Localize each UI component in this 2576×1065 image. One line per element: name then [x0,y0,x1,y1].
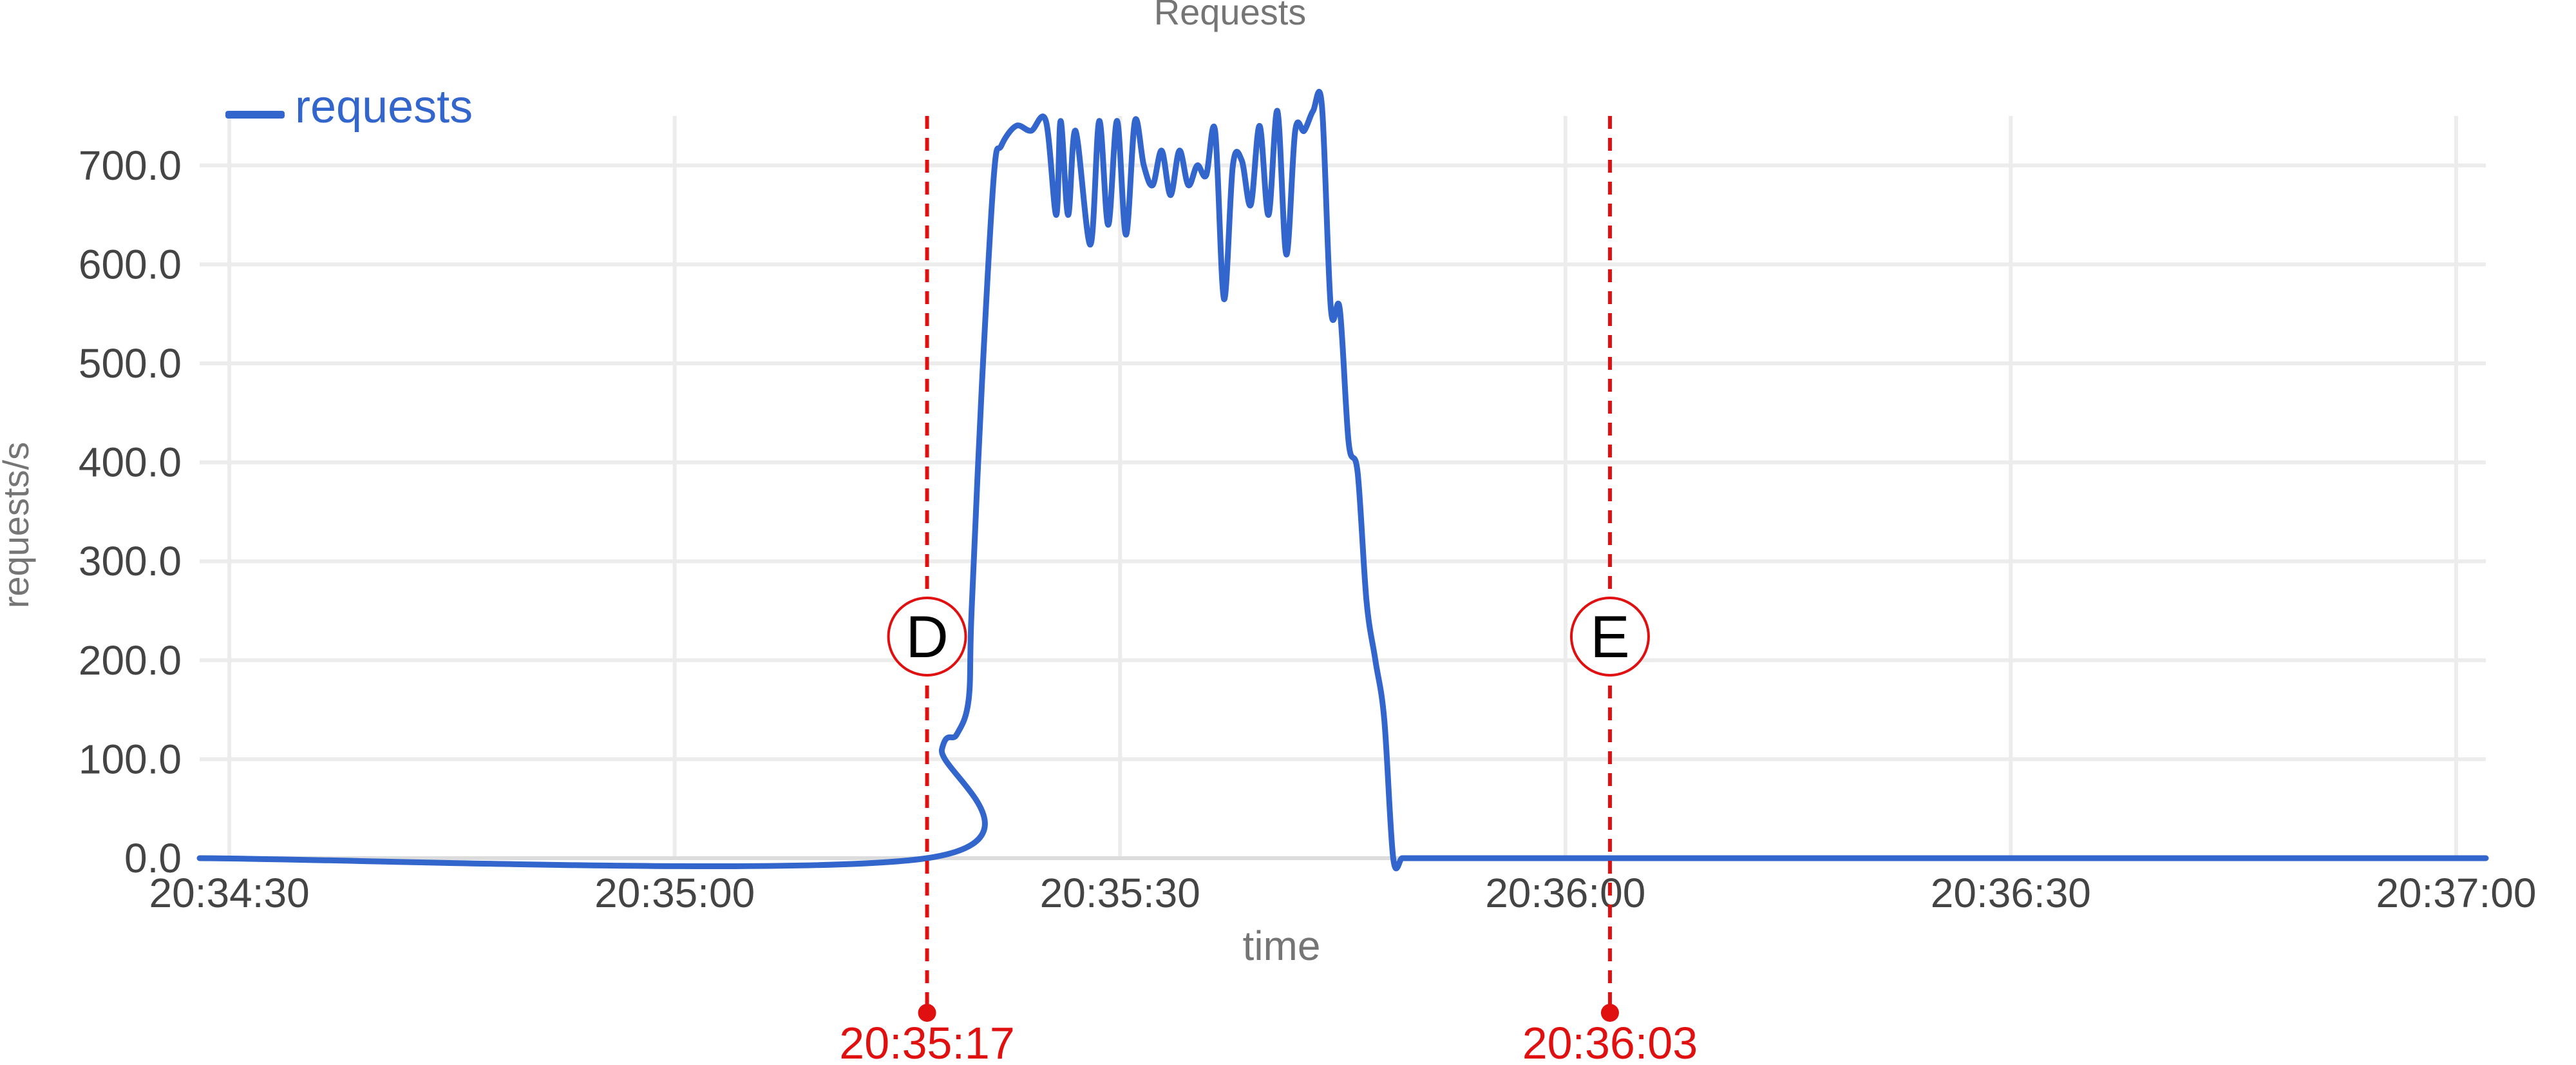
y-tick-label: 300.0 [79,538,182,584]
annotation-label: D [905,604,948,670]
y-tick-label: 500.0 [79,340,182,387]
legend[interactable]: requests [225,81,473,133]
legend-label-requests: requests [295,81,473,133]
y-tick-label: 700.0 [79,142,182,189]
annotation-time: 20:36:03 [1522,1018,1698,1062]
series-layer [196,89,2489,872]
x-tick-label: 20:35:30 [1040,870,1200,916]
y-tick-label: 600.0 [79,241,182,287]
y-axis-label: requests/s [0,442,36,608]
y-tick-label: 200.0 [79,637,182,684]
annotations: D 20:35:17 E 20:36:03 [839,116,1698,1065]
annotation-marker-d: D 20:35:17 [839,116,1015,1065]
x-tick-label: 20:36:00 [1485,870,1645,916]
x-axis-label: time [1243,923,1321,969]
annotation-time: 20:35:17 [839,1018,1014,1062]
axis-ticks: 0.0 100.0 200.0 300.0 400.0 500.0 600.0 700.0 20… [79,142,2537,916]
annotation-dot [918,1004,936,1022]
annotation-badge [1569,597,1650,676]
x-tick-label: 20:36:30 [1931,870,2091,916]
x-tick-label: 20:34:30 [149,870,310,916]
annotation-label: E [1590,604,1629,670]
annotation-badge [887,597,967,676]
y-tick-label: 400.0 [79,439,182,486]
series-line-requests [196,89,2489,872]
grid [200,116,2486,860]
legend-swatch-requests [225,111,285,119]
x-tick-label: 20:37:00 [2376,870,2536,916]
y-tick-label: 0.0 [124,835,182,881]
y-tick-label: 100.0 [79,736,182,782]
chart-title: Requests [1154,0,1307,32]
x-tick-label: 20:35:00 [594,870,755,916]
annotation-marker-e: E 20:36:03 [1522,116,1698,1065]
annotation-dot [1600,1004,1619,1022]
